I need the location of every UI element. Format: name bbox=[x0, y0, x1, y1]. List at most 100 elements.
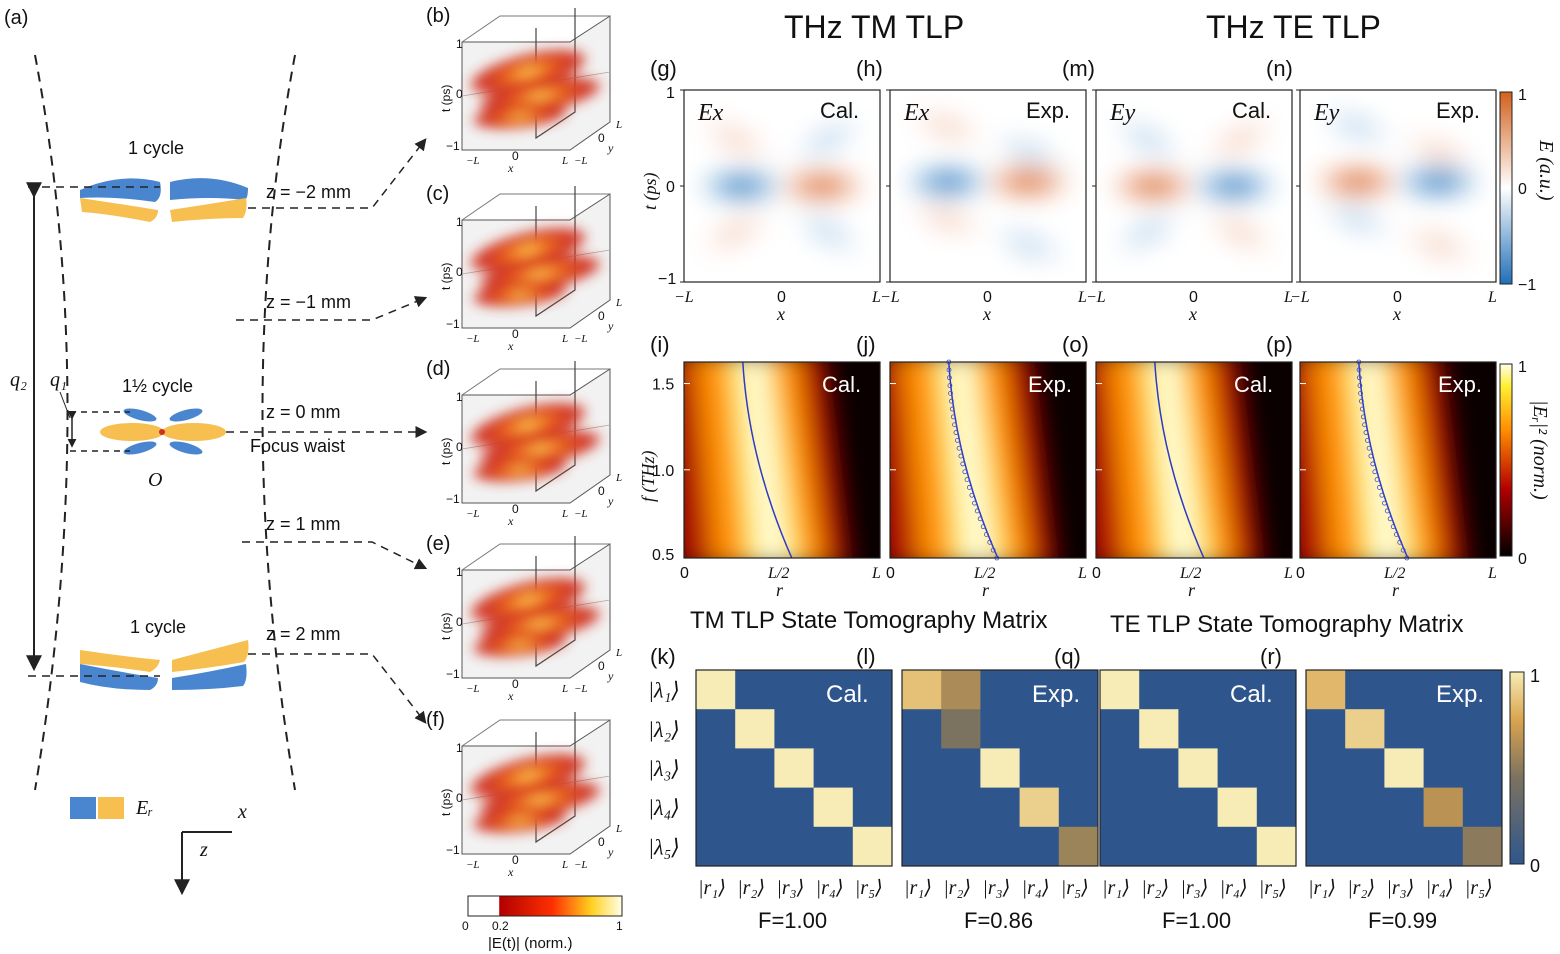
field-x-tick-L: L bbox=[1487, 289, 1497, 306]
measured-point bbox=[1356, 375, 1362, 381]
field-panels: (g)Ex Cal.10−1t (ps)−L 0 Lx(h)Ex Exp.−L 0 Lx(m… bbox=[640, 56, 1497, 324]
field-component-label: Ex bbox=[697, 100, 724, 126]
matrix-panel-tag: Cal. bbox=[1230, 681, 1273, 708]
matrix-cell-r1-c3 bbox=[1178, 670, 1219, 710]
matrix-cell-r5-c1 bbox=[902, 826, 942, 867]
tick-x-L: L bbox=[561, 155, 568, 167]
matrix-cell-r5-c1 bbox=[696, 826, 736, 867]
spec-x-tick-L: L bbox=[871, 565, 881, 582]
measured-point bbox=[972, 500, 977, 506]
matrix-cell-r2-c4 bbox=[1019, 709, 1060, 749]
matrix-cell-r5-c2 bbox=[1139, 826, 1179, 867]
measured-point bbox=[952, 422, 957, 428]
matrix-panel-2: (l) Exp. |r₁⟩ |r₂⟩ |r₃⟩ |r₄⟩ |r₅⟩ F=0.86 bbox=[856, 644, 1099, 933]
matrix-fidelity: F=0.86 bbox=[964, 908, 1033, 933]
field-colorbar: 1 0 −1 E (a.u.) bbox=[1499, 87, 1557, 294]
spectrum-colorbar: 1 0 |Eᵣ|² (norm.) bbox=[1499, 359, 1551, 568]
field-x-label: x bbox=[1188, 304, 1197, 324]
tick-y-mL: −L bbox=[574, 508, 588, 520]
axis-y-label: y bbox=[607, 319, 614, 333]
field-map bbox=[690, 108, 874, 264]
tick-t-1: 1 bbox=[456, 741, 463, 755]
tick-y-0: 0 bbox=[598, 659, 605, 673]
matrix-cell-r3-c5 bbox=[852, 748, 893, 789]
peak-curve bbox=[1154, 361, 1205, 559]
matrix-title-te: TE TLP State Tomography Matrix bbox=[1110, 611, 1464, 638]
field-x-tick-L: L bbox=[871, 289, 881, 306]
axis-z-label: z bbox=[199, 839, 208, 861]
field-y-tick-1: 1 bbox=[666, 85, 675, 102]
panel-a: (a) 1 cycle 1½ cycle O bbox=[4, 7, 428, 896]
panel-3d-label: (b) bbox=[426, 5, 450, 27]
matrix-row-label-2: |λ₂⟩ bbox=[648, 717, 680, 742]
matrix-cell-r5-c4 bbox=[1423, 826, 1464, 867]
field-x-tick-0: 0 bbox=[1393, 289, 1402, 306]
matrix-cell-r2-c5 bbox=[1462, 709, 1503, 749]
measured-point bbox=[962, 469, 968, 475]
field-map bbox=[896, 100, 1080, 272]
field-x-tick-mL: −L bbox=[1290, 289, 1310, 306]
spec-x-label: r bbox=[776, 580, 784, 600]
matrix-cell-r1-c2 bbox=[735, 670, 775, 710]
spectrum-map bbox=[890, 362, 1086, 558]
matrix-cell-r4-c4 bbox=[1019, 787, 1060, 828]
matrix-cell-r5-c5 bbox=[852, 826, 893, 867]
matrix-cell-r1-c1 bbox=[1100, 670, 1140, 710]
cycle-bottom-label: 1 cycle bbox=[130, 617, 186, 637]
field-panel-label: (h) bbox=[856, 56, 883, 81]
measured-point bbox=[1363, 430, 1369, 435]
measured-point bbox=[1370, 461, 1376, 467]
measured-point bbox=[1400, 547, 1406, 553]
matrix-cell-r5-c3 bbox=[774, 826, 815, 867]
matrix-cell-r1-c5 bbox=[1462, 670, 1503, 710]
tick-x-L: L bbox=[561, 683, 568, 695]
matrix-col-label-2: |r₂⟩ bbox=[737, 877, 765, 899]
matrix-cell-r1-c3 bbox=[980, 670, 1021, 710]
tick-y-0: 0 bbox=[598, 484, 605, 498]
spec-x-tick-half: L/2 bbox=[767, 565, 789, 582]
panel-3d-label: (c) bbox=[426, 183, 449, 205]
field-y-tick-m1: −1 bbox=[658, 271, 676, 288]
tick-x-0: 0 bbox=[512, 677, 519, 691]
spec-x-tick-half: L/2 bbox=[1383, 565, 1405, 582]
axis-y-label: y bbox=[607, 494, 614, 508]
matrix-panel-tag: Exp. bbox=[1436, 681, 1484, 708]
spectrum-panel-label: (o) bbox=[1062, 332, 1089, 357]
matrix-col-label-1: |r₁⟩ bbox=[1308, 877, 1336, 899]
measured-point bbox=[987, 539, 993, 545]
field-x-tick-L: L bbox=[1283, 289, 1293, 306]
title-te: THz TE TLP bbox=[1206, 9, 1381, 45]
matrix-cell-r5-c4 bbox=[813, 826, 854, 867]
tick-x-mL: −L bbox=[466, 508, 480, 520]
matrix-cell-r3-c1 bbox=[1306, 748, 1346, 789]
matrix-cell-r2-c1 bbox=[902, 709, 942, 749]
measured-point bbox=[956, 445, 962, 451]
tick-y-0: 0 bbox=[598, 309, 605, 323]
field-component-label: Ey bbox=[1109, 100, 1136, 126]
origin-label: O bbox=[148, 469, 162, 491]
legend-label: Eᵣ bbox=[135, 797, 153, 819]
axis-t-label: t (ps) bbox=[439, 85, 453, 112]
matrix-cell-r3-c5 bbox=[1256, 748, 1297, 789]
axis-t-label: t (ps) bbox=[439, 789, 453, 816]
matrix-cell-r4-c4 bbox=[813, 787, 854, 828]
matrix-title-tm: TM TLP State Tomography Matrix bbox=[690, 607, 1047, 634]
matrix-panel-3: (q) Cal. |r₁⟩ |r₂⟩ |r₃⟩ |r₄⟩ |r₅⟩ F=1.00 bbox=[1054, 644, 1297, 933]
field-panel-1: (g) Ex Cal. 1 0 −1 t (ps) −L 0 Lx bbox=[640, 56, 881, 324]
z-minus2-label: z = −2 mm bbox=[266, 182, 351, 202]
matrix-cell-r3-c2 bbox=[1345, 748, 1385, 789]
axis-t-label: t (ps) bbox=[439, 263, 453, 290]
matrix-colorbar: 1 0 bbox=[1509, 666, 1540, 876]
spectrum-panel-2: (j) Exp. 0 L/2 Lr bbox=[856, 332, 1087, 600]
matrix-cell-r4-c1 bbox=[902, 787, 942, 828]
matrix-cell-r1-c1 bbox=[696, 670, 736, 710]
matrix-col-label-5: |r₅⟩ bbox=[1259, 877, 1287, 899]
matrix-cell-r5-c5 bbox=[1058, 826, 1099, 867]
matrix-col-label-3: |r₃⟩ bbox=[982, 877, 1010, 899]
cycle-mid-label: 1½ cycle bbox=[122, 376, 193, 396]
matrix-col-label-4: |r₄⟩ bbox=[1220, 877, 1248, 899]
spectrum-panel-label: (i) bbox=[650, 332, 670, 357]
matrix-cell-r1-c1 bbox=[1306, 670, 1346, 710]
tick-y-L: L bbox=[615, 647, 622, 659]
